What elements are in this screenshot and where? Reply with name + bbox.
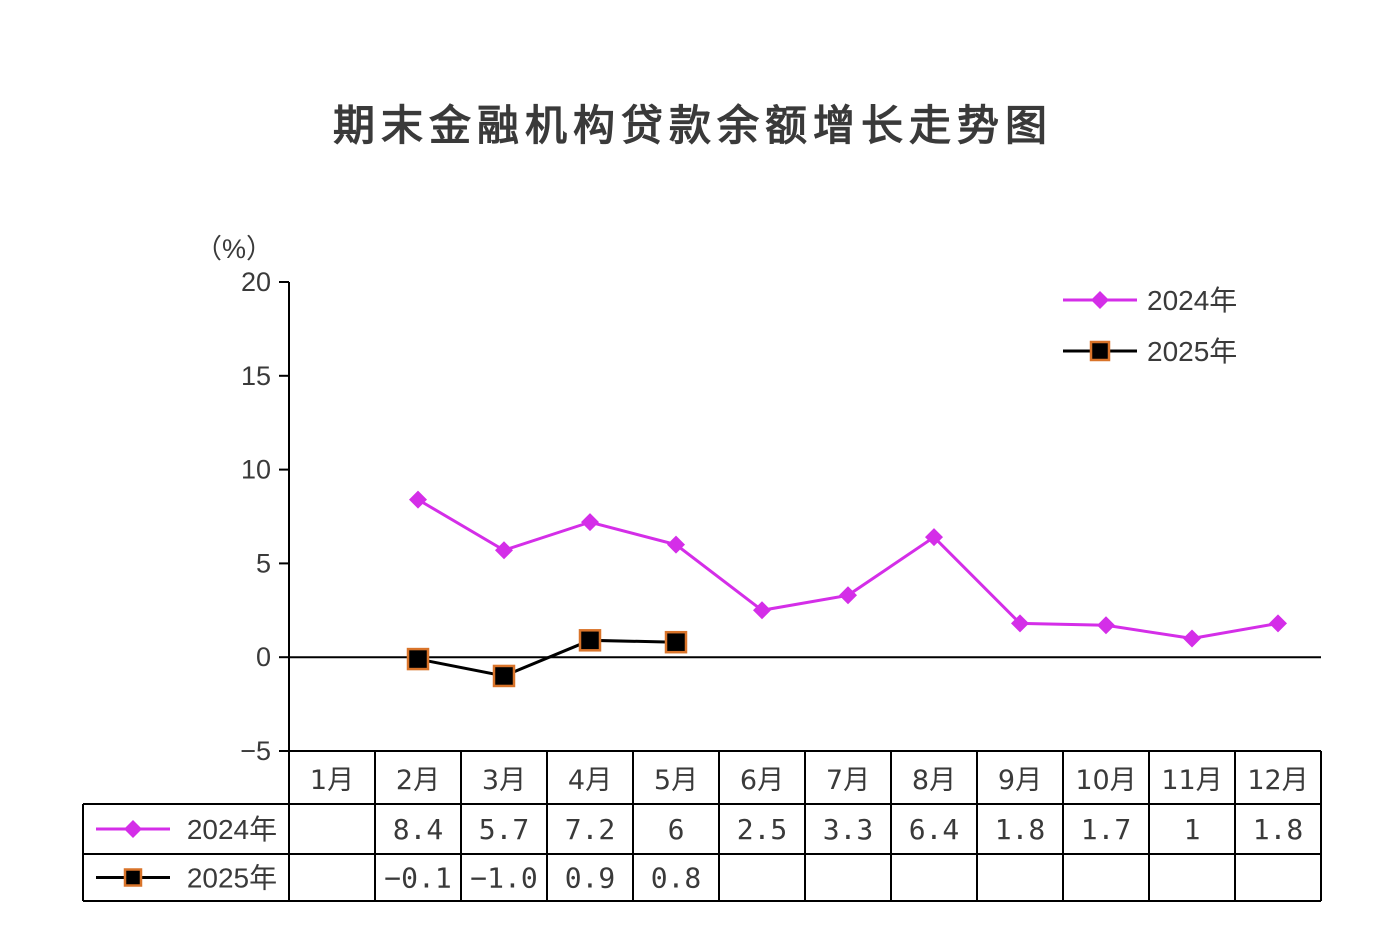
legend-marker — [1091, 291, 1109, 309]
data-label: 2.5 — [737, 813, 788, 846]
series-line-2 — [417, 638, 677, 678]
y-tick-label: 15 — [241, 361, 271, 391]
data-label: −1.0 — [470, 862, 537, 895]
data-point — [753, 601, 771, 620]
series-markers — [406, 490, 1287, 688]
x-tick-label: 3月 — [482, 765, 526, 796]
x-tick-label: 5月 — [654, 765, 698, 796]
x-tick-label: 7月 — [826, 765, 870, 796]
data-point — [1097, 616, 1115, 635]
x-tick-label: 6月 — [740, 765, 784, 796]
data-label: 7.2 — [565, 813, 616, 846]
y-tick-label: 20 — [241, 267, 271, 297]
data-point — [409, 490, 427, 509]
y-axis: 20 15 10 5 0 −5 （%） — [195, 234, 289, 766]
data-label: −0.1 — [384, 862, 451, 895]
data-point — [492, 664, 516, 688]
data-point — [495, 541, 513, 560]
x-tick-label: 11月 — [1161, 765, 1222, 796]
y-tick-label: −5 — [240, 736, 271, 766]
data-label: 0.9 — [565, 862, 616, 895]
data-point — [839, 586, 857, 605]
x-tick-label: 8月 — [912, 765, 956, 796]
table-legend-marker — [123, 868, 143, 887]
data-label: 5.7 — [479, 813, 530, 846]
y-tick-label: 0 — [256, 642, 271, 672]
legend-marker — [1089, 340, 1111, 362]
data-point — [1269, 614, 1287, 633]
x-tick-label: 2月 — [396, 765, 440, 796]
chart-title: 期末金融机构贷款余额增长走势图 — [332, 101, 1053, 150]
legend-label: 2024年 — [1147, 285, 1237, 316]
data-label: 1 — [1184, 813, 1201, 846]
data-label: 8.4 — [393, 813, 444, 846]
data-label: 6 — [668, 813, 685, 846]
legend-label: 2025年 — [1147, 336, 1237, 367]
legend: 2024年 2025年 — [1063, 285, 1237, 367]
table-legend-marker — [124, 820, 142, 838]
table-series-name: 2024年 — [187, 814, 277, 845]
data-label: 1.8 — [995, 813, 1046, 846]
data-point — [1183, 629, 1201, 648]
x-tick-label: 12月 — [1247, 765, 1308, 796]
data-point — [581, 513, 599, 532]
data-label: 6.4 — [909, 813, 960, 846]
data-point — [406, 647, 430, 671]
x-tick-label: 10月 — [1075, 765, 1136, 796]
data-point — [667, 535, 685, 554]
data-label: 0.8 — [651, 862, 702, 895]
plot-frame — [288, 282, 1321, 751]
data-label: 1.7 — [1081, 813, 1132, 846]
data-label: 3.3 — [823, 813, 874, 846]
data-point — [664, 630, 688, 654]
x-tick-label: 1月 — [310, 765, 354, 796]
series-line-1 — [417, 498, 1279, 640]
data-point — [1011, 614, 1029, 633]
data-label: 1.8 — [1253, 813, 1304, 846]
x-tick-label: 9月 — [998, 765, 1042, 796]
data-table: 1月 2月 3月 4月 5月 6月 7月 8月 9月 10月 11月 12月 2024年 8.4 5.7 7.… — [82, 750, 1322, 902]
table-series-name: 2025年 — [187, 863, 277, 894]
data-point — [925, 528, 943, 547]
y-tick-label: 5 — [256, 548, 271, 578]
y-tick-label: 10 — [241, 455, 271, 485]
x-tick-label: 4月 — [568, 765, 612, 796]
y-axis-unit-label: （%） — [195, 234, 273, 264]
data-point — [578, 629, 602, 652]
